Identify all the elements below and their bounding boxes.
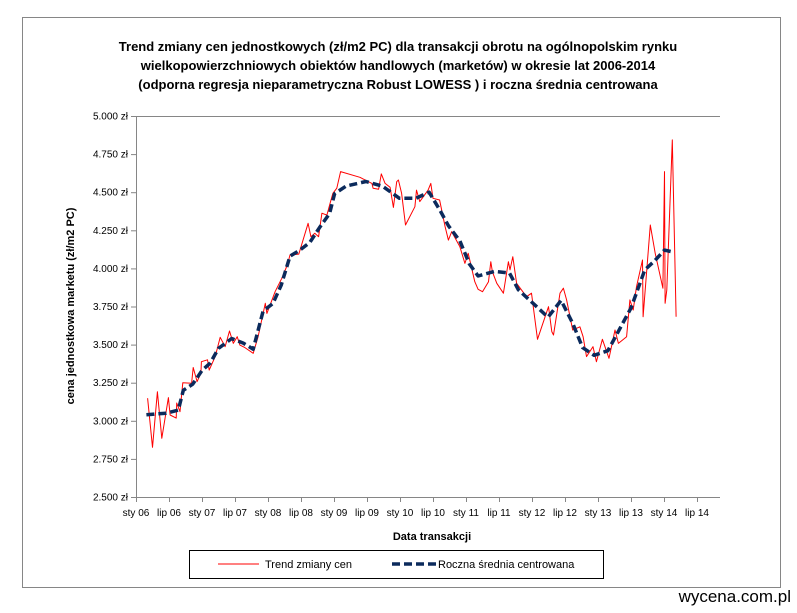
y-tick-label: 2.500 zł bbox=[93, 493, 129, 504]
y-tick-label: 3.750 zł bbox=[93, 302, 129, 313]
x-tick-label: sty 10 bbox=[387, 508, 414, 519]
x-tick-label: sty 09 bbox=[321, 508, 348, 519]
y-tick-label: 3.500 zł bbox=[93, 340, 129, 351]
x-tick-label: lip 13 bbox=[619, 508, 643, 519]
y-tick-label: 4.500 zł bbox=[93, 188, 129, 199]
plot-series bbox=[146, 139, 677, 448]
y-tick-label: 2.750 zł bbox=[93, 454, 129, 465]
x-tick-label: sty 13 bbox=[585, 508, 612, 519]
x-axis: sty 06 lip 06 sty 07 lip 07 sty 08 lip 08 sty … bbox=[123, 497, 720, 519]
chart-title-line-2: wielkopowierzchniowych obiektów handlowy… bbox=[140, 58, 656, 73]
watermark: wycena.com.pl bbox=[678, 587, 791, 606]
x-tick-label: lip 07 bbox=[223, 508, 247, 519]
x-tick-label: sty 14 bbox=[651, 508, 678, 519]
y-tick-label: 4.000 zł bbox=[93, 264, 129, 275]
y-axis: 2.500 zł 2.750 zł 3.000 zł 3.250 zł 3.500 zł… bbox=[93, 112, 720, 504]
x-tick-label: lip 12 bbox=[553, 508, 577, 519]
chart-title-line-1: Trend zmiany cen jednostkowych (zł/m2 PC… bbox=[119, 39, 677, 54]
y-tick-label: 3.000 zł bbox=[93, 416, 129, 427]
y-tick-label: 4.250 zł bbox=[93, 226, 129, 237]
x-tick-label: lip 10 bbox=[421, 508, 445, 519]
x-tick-label: lip 14 bbox=[685, 508, 709, 519]
series-line-average bbox=[146, 179, 672, 417]
legend-label-average: Roczna średnia centrowana bbox=[438, 559, 575, 571]
x-tick-label: sty 07 bbox=[189, 508, 216, 519]
x-tick-label: lip 09 bbox=[355, 508, 379, 519]
x-tick-label: sty 08 bbox=[255, 508, 282, 519]
chart-border bbox=[22, 17, 781, 588]
x-tick-label: lip 08 bbox=[289, 508, 313, 519]
x-axis-label: Data transakcji bbox=[393, 531, 471, 543]
y-tick-label: 3.250 zł bbox=[93, 378, 129, 389]
x-tick-label: lip 11 bbox=[487, 508, 511, 519]
x-tick-label: sty 11 bbox=[453, 508, 479, 519]
y-tick-label: 5.000 zł bbox=[93, 112, 129, 123]
chart-title-line-3: (odporna regresja nieparametryczna Robus… bbox=[138, 77, 658, 92]
legend-label-trend: Trend zmiany cen bbox=[265, 559, 352, 571]
legend: Trend zmiany cen Roczna średnia centrowa… bbox=[189, 550, 604, 579]
x-tick-label: sty 06 bbox=[123, 508, 150, 519]
y-tick-label: 4.750 zł bbox=[93, 150, 129, 161]
x-tick-label: lip 06 bbox=[157, 508, 181, 519]
x-tick-label: sty 12 bbox=[519, 508, 546, 519]
y-axis-label: cena jednostkowa marketu (zł/m2 PC) bbox=[65, 207, 77, 404]
